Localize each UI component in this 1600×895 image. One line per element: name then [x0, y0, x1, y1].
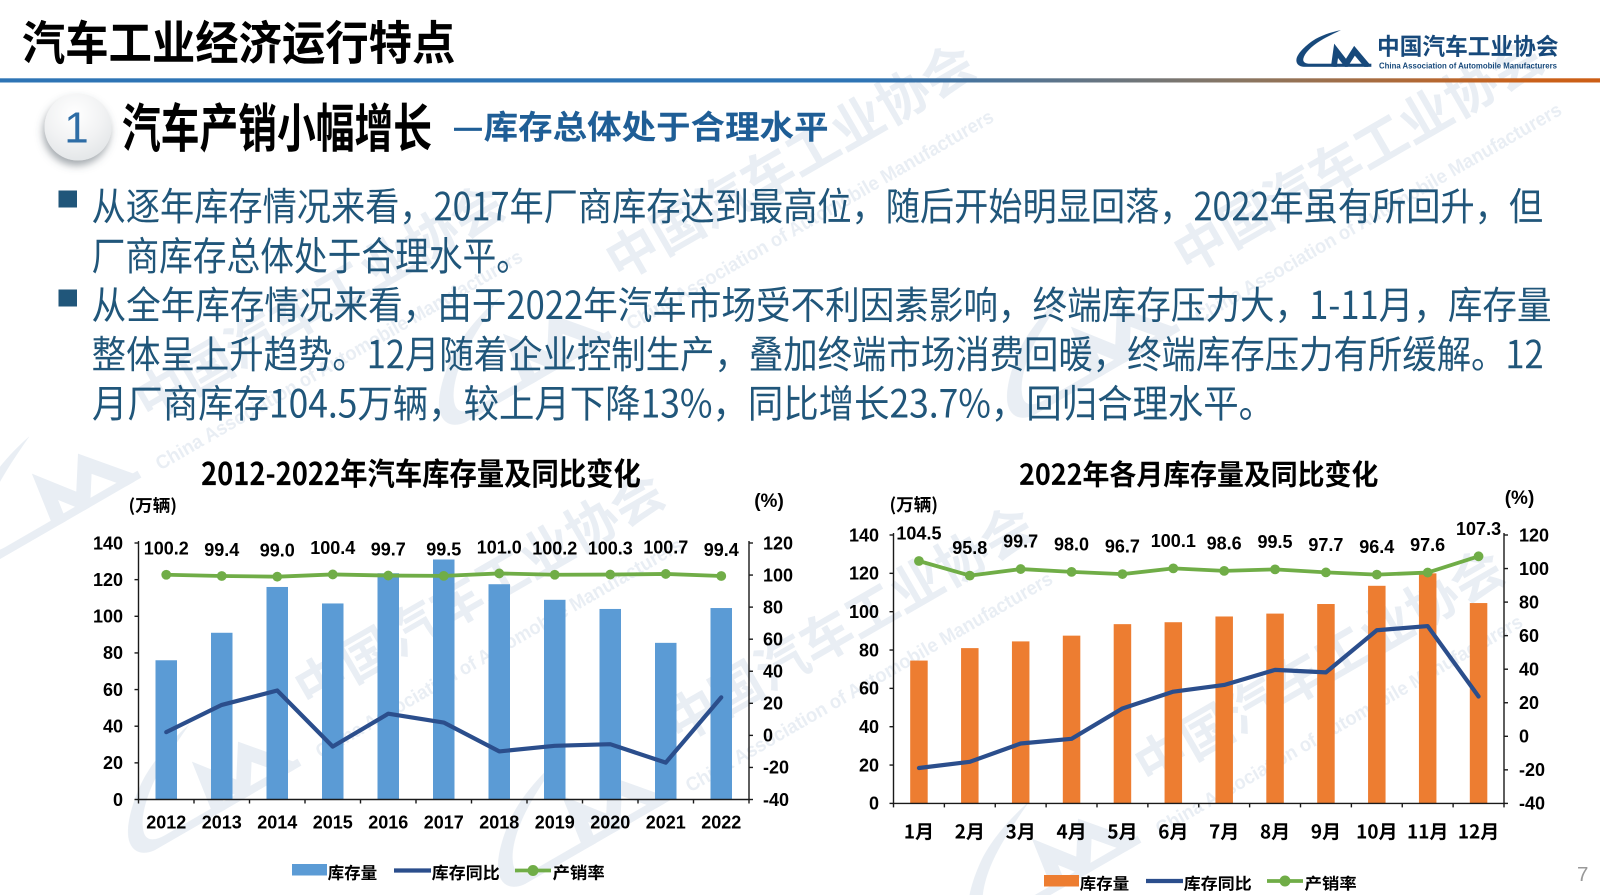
- svg-text:-40: -40: [1519, 794, 1545, 814]
- svg-text:2022: 2022: [701, 813, 741, 833]
- svg-text:2013: 2013: [202, 813, 242, 833]
- svg-text:2012: 2012: [146, 813, 186, 833]
- svg-text:2017: 2017: [424, 813, 464, 833]
- svg-text:-20: -20: [1519, 760, 1545, 780]
- svg-text:100: 100: [849, 602, 879, 622]
- svg-text:China Association of Automobil: China Association of Automobile Manufact…: [1379, 61, 1557, 71]
- svg-text:60: 60: [859, 679, 879, 699]
- svg-text:95.8: 95.8: [952, 538, 987, 558]
- svg-text:140: 140: [93, 533, 123, 553]
- svg-text:40: 40: [763, 662, 783, 682]
- svg-text:2018: 2018: [479, 813, 519, 833]
- svg-text:(%): (%): [1505, 488, 1535, 509]
- svg-text:101.0: 101.0: [477, 537, 522, 557]
- svg-text:99.4: 99.4: [704, 540, 739, 560]
- svg-text:0: 0: [763, 726, 773, 746]
- svg-text:120: 120: [763, 533, 793, 553]
- svg-text:97.7: 97.7: [1308, 535, 1343, 555]
- svg-text:100.1: 100.1: [1151, 531, 1196, 551]
- svg-text:100.2: 100.2: [532, 539, 577, 559]
- svg-text:2016: 2016: [368, 813, 408, 833]
- svg-text:100.7: 100.7: [643, 538, 688, 558]
- svg-text:20: 20: [763, 694, 783, 714]
- svg-text:99.5: 99.5: [426, 540, 461, 560]
- svg-text:0: 0: [869, 794, 879, 814]
- svg-text:80: 80: [103, 643, 123, 663]
- svg-text:120: 120: [849, 564, 879, 584]
- svg-text:80: 80: [763, 597, 783, 617]
- svg-text:2015: 2015: [313, 813, 353, 833]
- svg-text:99.7: 99.7: [1003, 532, 1038, 552]
- svg-text:40: 40: [859, 717, 879, 737]
- svg-text:0: 0: [1519, 727, 1529, 747]
- svg-text:100: 100: [763, 565, 793, 585]
- svg-text:-40: -40: [763, 790, 789, 810]
- svg-text:60: 60: [1519, 626, 1539, 646]
- svg-text:60: 60: [763, 629, 783, 649]
- svg-text:1: 1: [64, 104, 88, 153]
- svg-text:2021: 2021: [646, 813, 686, 833]
- svg-text:20: 20: [859, 755, 879, 775]
- svg-text:80: 80: [859, 640, 879, 660]
- svg-text:100: 100: [1519, 559, 1549, 579]
- svg-text:120: 120: [93, 570, 123, 590]
- svg-text:2014: 2014: [257, 813, 297, 833]
- svg-text:80: 80: [1519, 592, 1539, 612]
- svg-text:20: 20: [1519, 693, 1539, 713]
- svg-text:96.4: 96.4: [1359, 537, 1394, 557]
- svg-text:100: 100: [93, 607, 123, 627]
- svg-text:98.6: 98.6: [1207, 533, 1242, 553]
- svg-text:100.3: 100.3: [588, 538, 633, 558]
- svg-text:0: 0: [113, 790, 123, 810]
- svg-text:40: 40: [103, 717, 123, 737]
- svg-text:100.4: 100.4: [310, 538, 355, 558]
- svg-text:60: 60: [103, 680, 123, 700]
- svg-text:40: 40: [1519, 660, 1539, 680]
- svg-text:2019: 2019: [535, 813, 575, 833]
- svg-text:99.0: 99.0: [260, 540, 295, 560]
- svg-text:7: 7: [1577, 863, 1588, 886]
- svg-text:140: 140: [849, 525, 879, 545]
- svg-text:107.3: 107.3: [1456, 519, 1501, 539]
- svg-text:99.5: 99.5: [1258, 532, 1293, 552]
- svg-text:98.0: 98.0: [1054, 534, 1089, 554]
- svg-text:(%): (%): [754, 491, 784, 512]
- svg-text:20: 20: [103, 753, 123, 773]
- svg-text:104.5: 104.5: [896, 524, 941, 544]
- svg-text:99.7: 99.7: [371, 539, 406, 559]
- svg-text:97.6: 97.6: [1410, 535, 1445, 555]
- svg-text:-20: -20: [763, 758, 789, 778]
- svg-text:99.4: 99.4: [204, 540, 239, 560]
- svg-text:2020: 2020: [590, 813, 630, 833]
- svg-text:100.2: 100.2: [144, 539, 189, 559]
- svg-text:120: 120: [1519, 525, 1549, 545]
- svg-text:96.7: 96.7: [1105, 537, 1140, 557]
